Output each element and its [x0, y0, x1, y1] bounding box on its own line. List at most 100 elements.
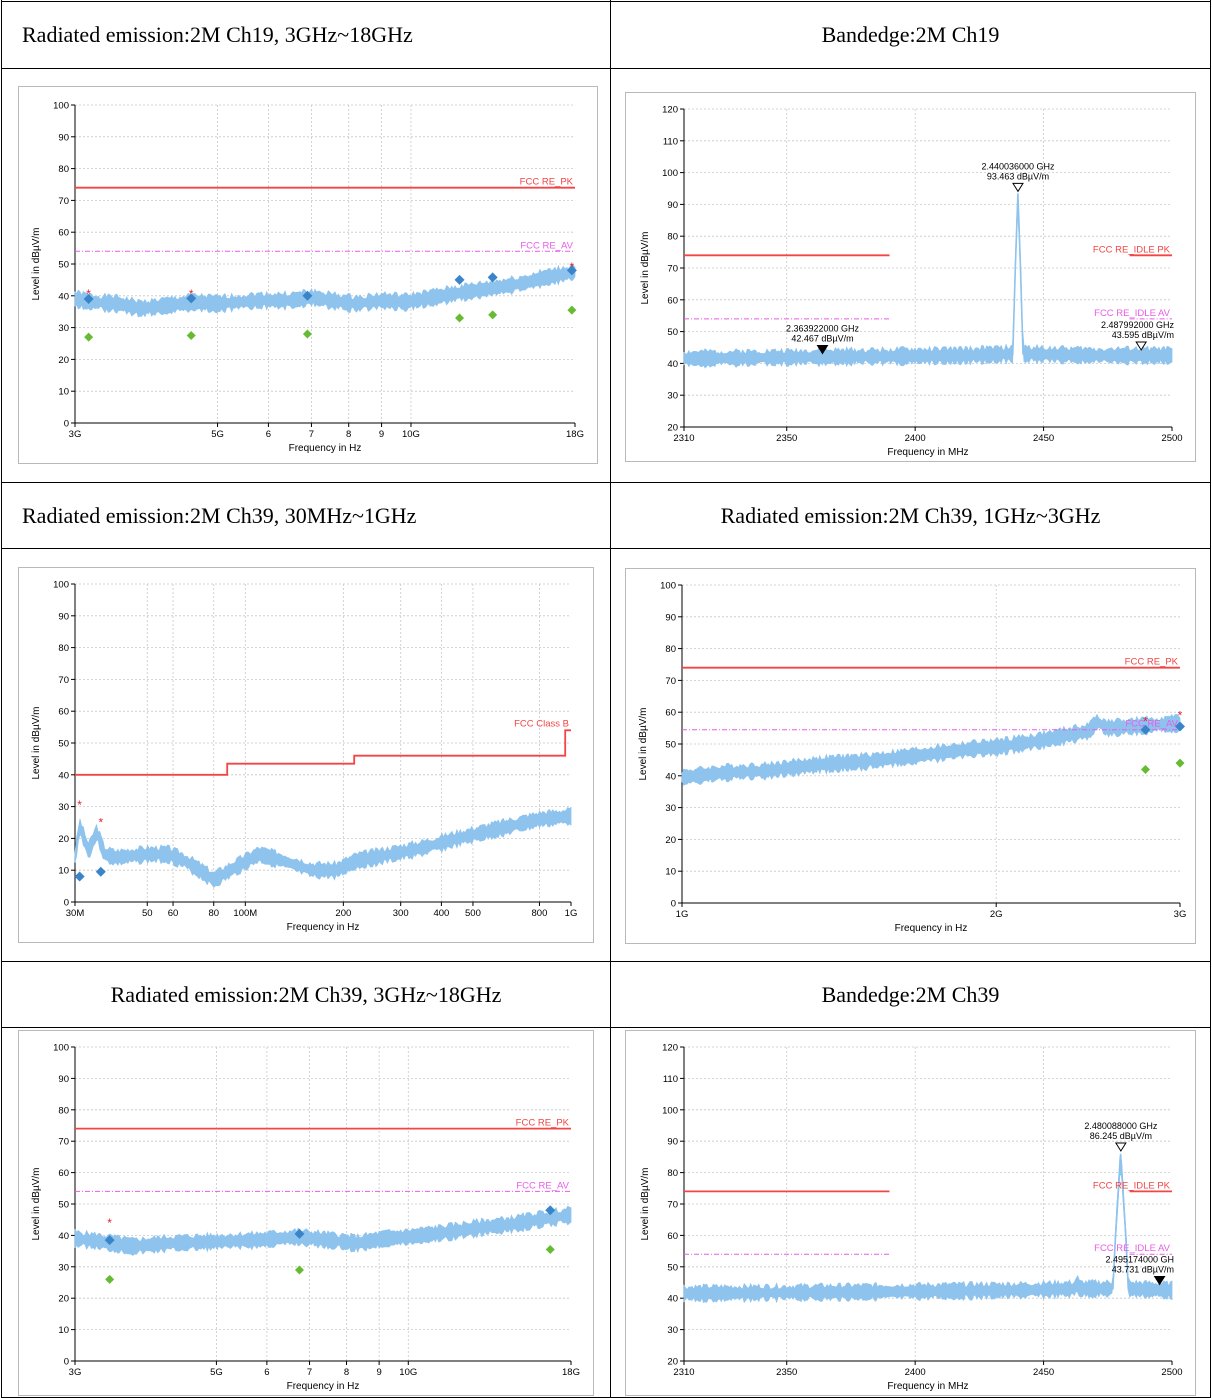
marker-quasi-peak [1175, 721, 1185, 732]
y-tick-label: 90 [58, 611, 69, 622]
y-tick-label: 90 [665, 612, 676, 623]
x-axis-label: Frequency in Hz [289, 443, 362, 454]
marker-average [186, 331, 196, 341]
y-tick-label: 10 [665, 867, 676, 878]
y-tick-label: 0 [64, 898, 69, 909]
marker-frequency-label: 2.495174000 GH [1105, 1254, 1174, 1264]
y-tick-label: 80 [58, 1105, 69, 1116]
limit-label: FCC RE_IDLE PK [1093, 244, 1171, 255]
x-tick-label: 2350 [776, 1367, 797, 1378]
marker-quasi-peak [566, 265, 577, 276]
y-tick-label: 100 [662, 168, 678, 179]
y-tick-label: 20 [667, 1357, 678, 1368]
x-tick-label: 80 [208, 908, 219, 919]
y-tick-label: 60 [58, 1168, 69, 1179]
table-rule [1210, 0, 1211, 1398]
y-axis-label: Level in dBµV/m [640, 231, 651, 304]
y-tick-label: 50 [667, 327, 678, 338]
marker-level-label: 42.467 dBµV/m [791, 334, 853, 344]
y-tick-label: 110 [663, 1074, 678, 1085]
x-tick-label: 1G [565, 908, 578, 919]
x-tick-label: 200 [335, 908, 351, 919]
x-tick-label: 3G [69, 1367, 82, 1378]
table-rule [1, 68, 1211, 69]
measurement-trace [74, 1205, 572, 1256]
marker-level-label: 43.731 dBµV/m [1112, 1264, 1174, 1274]
x-tick-label: 10G [402, 429, 420, 440]
x-tick-label: 8 [346, 429, 351, 440]
y-tick-label: 60 [667, 1231, 678, 1242]
marker-quasi-peak [487, 272, 498, 283]
y-tick-label: 80 [667, 232, 678, 243]
x-axis-label: Frequency in Hz [895, 923, 968, 934]
x-axis-label: Frequency in MHz [887, 447, 968, 458]
limit-label: FCC RE_IDLE AV [1094, 308, 1171, 319]
x-tick-label: 2400 [905, 433, 926, 444]
marker-average [1175, 758, 1185, 768]
y-tick-label: 10 [58, 387, 69, 398]
y-tick-label: 70 [667, 264, 678, 275]
table-rule [1, 0, 2, 1398]
marker-quasi-peak [302, 290, 313, 301]
marker-average [545, 1245, 555, 1255]
y-tick-label: 10 [58, 866, 69, 877]
x-tick-label: 6 [264, 1367, 269, 1378]
y-tick-label: 50 [58, 260, 69, 271]
y-tick-label: 80 [58, 164, 69, 175]
measurement-trace-line [683, 193, 1172, 360]
caption-ch19-3g-18g: Radiated emission:2M Ch19, 3GHz~18GHz [22, 22, 413, 47]
limit-label: FCC RE_PK [520, 177, 574, 188]
y-tick-label: 70 [665, 676, 676, 687]
x-tick-label: 18G [562, 1367, 580, 1378]
marker-average [567, 305, 577, 315]
y-tick-label: 20 [58, 1294, 69, 1305]
measurement-trace-line [74, 271, 576, 310]
y-tick-label: 100 [53, 101, 69, 112]
x-tick-label: 1G [676, 909, 689, 920]
x-tick-label: 2350 [776, 433, 797, 444]
marker-quasi-peak [294, 1228, 305, 1239]
y-tick-label: 90 [58, 132, 69, 143]
marker-quasi-peak [454, 274, 465, 285]
marker-average [105, 1274, 115, 1284]
caption-bandedge-ch19: Bandedge:2M Ch19 [821, 22, 1000, 47]
y-tick-label: 60 [58, 707, 69, 718]
x-tick-label: 6 [266, 429, 271, 440]
y-tick-label: 90 [667, 1137, 678, 1148]
marker-quasi-peak [545, 1205, 556, 1216]
x-tick-label: 5G [211, 429, 224, 440]
caption-ch39-1g-3g: Radiated emission:2M Ch39, 1GHz~3GHz [720, 503, 1101, 528]
x-tick-label: 2450 [1033, 433, 1054, 444]
marker-triangle [1135, 341, 1148, 351]
marker-frequency-label: 2.440036000 GHz [981, 161, 1055, 171]
caption-ch39-3g-18g: Radiated emission:2M Ch39, 3GHz~18GHz [110, 982, 502, 1007]
marker-peak: * [107, 1216, 112, 1230]
marker-average [84, 332, 94, 342]
y-axis-label: Level in dBµV/m [31, 706, 42, 779]
y-tick-label: 30 [58, 802, 69, 813]
measurement-trace [683, 199, 1173, 369]
x-tick-label: 50 [142, 908, 153, 919]
measurement-trace [74, 806, 572, 889]
y-axis-label: Level in dBµV/m [31, 227, 42, 300]
y-tick-label: 50 [667, 1262, 678, 1273]
y-tick-label: 60 [58, 228, 69, 239]
y-tick-label: 70 [58, 675, 69, 686]
y-tick-label: 20 [58, 355, 69, 366]
marker-frequency-label: 2.487992000 GHz [1101, 320, 1175, 330]
chart-re-ch39-3g-18g: 0 10 20 30 40 50 60 70 80 90 100 3G 5G 6 7 8 9 10G 18G Freq… [18, 1030, 594, 1396]
chart-bandedge-ch19: 20 30 40 50 60 70 80 90 100 110 120 2310 2350 2400 245… [625, 92, 1196, 462]
y-tick-label: 40 [667, 359, 678, 370]
caption-bandedge-ch39: Bandedge:2M Ch39 [821, 982, 1000, 1007]
marker-peak: * [1143, 715, 1148, 729]
marker-triangle [1114, 1142, 1127, 1152]
marker-average [455, 313, 465, 323]
x-tick-label: 60 [168, 908, 179, 919]
x-tick-label: 2500 [1161, 433, 1182, 444]
y-axis-label: Level in dBµV/m [31, 1167, 42, 1240]
x-tick-label: 800 [532, 908, 548, 919]
y-tick-label: 40 [58, 1231, 69, 1242]
y-axis-label: Level in dBµV/m [640, 1167, 651, 1240]
y-tick-label: 80 [58, 643, 69, 654]
measurement-trace [681, 713, 1181, 786]
